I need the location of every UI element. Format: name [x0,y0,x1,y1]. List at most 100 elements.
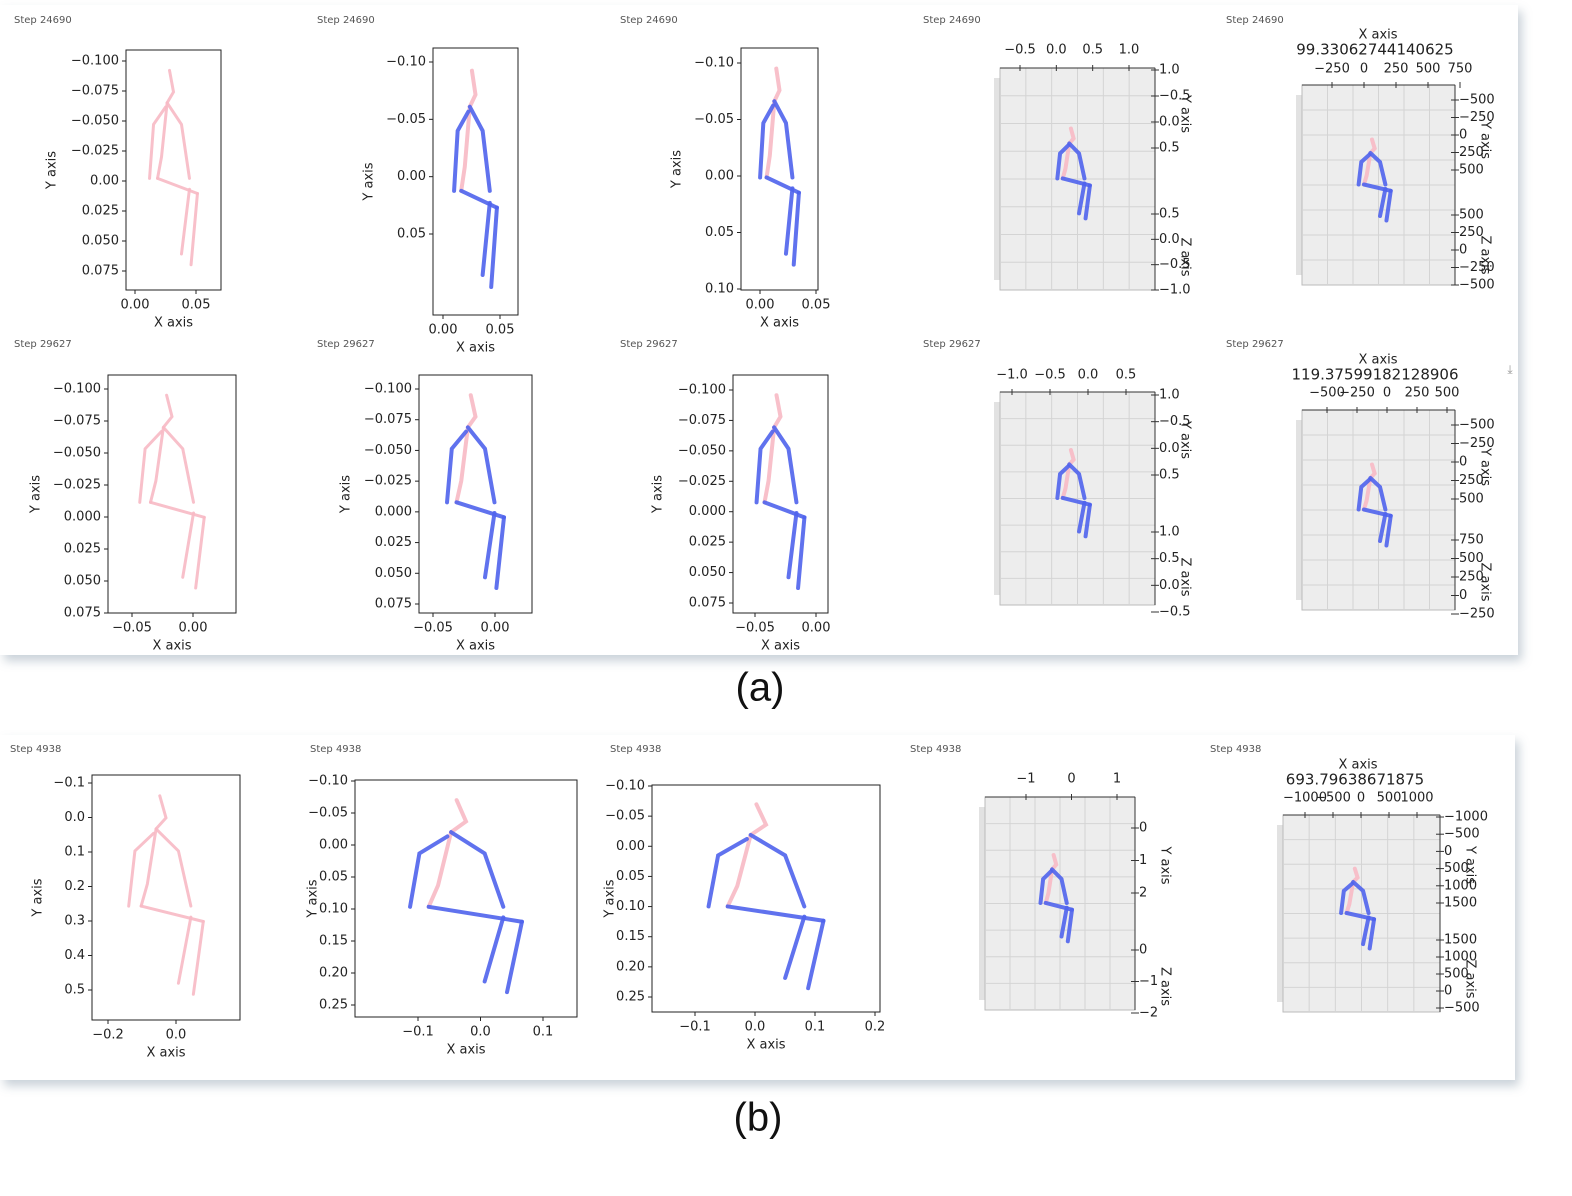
y-tick-label: −250 [1459,436,1495,451]
y-tick-label: −0.050 [53,446,101,461]
skeleton [806,918,826,991]
y-tick-label: 0.00 [90,174,119,189]
y-tick-label: −0.10 [308,774,348,789]
x-axis-label: X axis [746,1038,785,1053]
x-tick-label: −0.5 [1004,43,1036,58]
y-tick-label: 0.000 [375,504,412,519]
y-tick-label: 0.0 [64,810,85,825]
step-label: Step 4938 [10,744,61,755]
z-tick-label: −500 [1444,1001,1480,1016]
y-tick-label: 0.25 [319,998,348,1013]
skeleton [791,190,801,267]
x-tick-label: 0.00 [121,298,150,313]
skeleton [165,101,191,180]
y-tick-label: −500 [1444,827,1480,842]
y-tick-label: 0.00 [705,169,734,184]
x-tick-label: 500 [1416,62,1441,77]
x-tick-label: −250 [1314,62,1350,77]
step-label: Step 4938 [610,744,661,755]
y-tick-label: −0.05 [386,112,426,127]
y-tick-label: 0.050 [82,234,119,249]
y-tick-label: 0.4 [64,948,85,963]
y-tick-label: 0.050 [689,565,726,580]
x-tick-label: −0.05 [112,621,152,636]
x-tick-label: −500 [1315,791,1351,806]
y-tick-label: 0.075 [82,264,119,279]
x-axis-label: X axis [152,639,191,654]
skeleton [1368,151,1388,187]
x-tick-label: −0.05 [413,621,453,636]
z-tick-label: 1000 [1444,950,1477,965]
section-b: Step 4938 −0.2 0.0 −0.1 0.0 0.1 0.2 0.3 0.4 0.5 X … [10,744,1488,1061]
skeleton [1077,181,1087,216]
pane-side [979,807,987,1000]
z-axis-label: Z axis [1478,562,1493,601]
skeleton [1361,915,1371,947]
y-tick-label: 0.025 [375,535,412,550]
y-tick-label: 0 [1139,821,1147,836]
x-tick-label: 0.05 [182,298,211,313]
y-tick-label: 0.075 [64,606,101,621]
z-tick-label: −250 [1459,607,1495,622]
y-tick-label: 0.075 [689,596,726,611]
y-tick-label: 0.5 [1159,141,1180,156]
y-tick-label: 0.05 [319,870,348,885]
y-tick-label: 500 [1459,492,1484,507]
axis-title: X axis [1358,28,1397,43]
y-axis-label: Y axis [1158,845,1173,884]
skeleton [148,105,168,180]
plot-frame [91,774,241,1021]
y-axis-label: Y axis [1463,845,1478,884]
skeleton [1351,879,1371,916]
y-tick-label: −0.5 [1159,89,1191,104]
x-tick-label: −1000 [1283,791,1327,806]
x-axis-label: X axis [761,639,800,654]
x-tick-label: 0 [1383,386,1391,401]
y-tick-label: 0 [1459,455,1467,470]
download-icon[interactable]: ⤓ [1507,363,1513,377]
x-tick-label: 0.0 [166,1028,187,1043]
z-tick-label: 0 [1459,588,1467,603]
y-tick-label: 0.05 [705,225,734,240]
skeleton [482,511,497,580]
pane-side [1296,420,1304,600]
y-tick-label: −500 [1459,93,1495,108]
y-axis-label: Y axis [1478,120,1493,159]
y-tick-label: 0.025 [689,535,726,550]
skeleton [783,914,807,980]
y-tick-label: 0.10 [705,282,734,297]
y-tick-label: −0.10 [386,55,426,70]
x-axis-label: X axis [146,1046,185,1061]
skeleton [465,425,497,505]
x-tick-label: 1.0 [1119,43,1140,58]
y-tick-label: 0.25 [616,990,645,1005]
skeleton [1339,881,1355,916]
skeleton [783,186,795,256]
step-label: Step 29627 [620,339,678,350]
y-tick-label: −0.025 [71,144,119,159]
z-tick-label: 750 [1459,533,1484,548]
x-tick-label: 750 [1448,62,1473,77]
y-tick-label: −0.025 [678,474,726,489]
y-tick-label: 0.10 [616,899,645,914]
x-tick-label: 250 [1405,386,1430,401]
step-label: Step 4938 [310,744,361,755]
skeleton [480,200,492,277]
z-tick-label: 500 [1444,967,1469,982]
z-tick-label: −1 [1139,974,1158,989]
y-axis-label: Y axis [45,151,60,190]
plot-frame [354,779,578,1018]
x-axis-label: X axis [456,341,495,356]
y-tick-label: 0.05 [397,227,426,242]
section-label: (a) [736,666,785,710]
skeleton [725,904,826,923]
y-tick-label: 0.025 [82,204,119,219]
y-tick-label: 0.00 [319,838,348,853]
y-tick-label: −0.10 [605,779,645,794]
y-tick-label: 1000 [1444,878,1477,893]
z-tick-label: 0 [1444,984,1452,999]
skeleton [494,515,506,591]
y-tick-label: −0.050 [71,114,119,129]
skeleton [191,920,205,996]
y-axis-label: Y axis [651,475,666,514]
